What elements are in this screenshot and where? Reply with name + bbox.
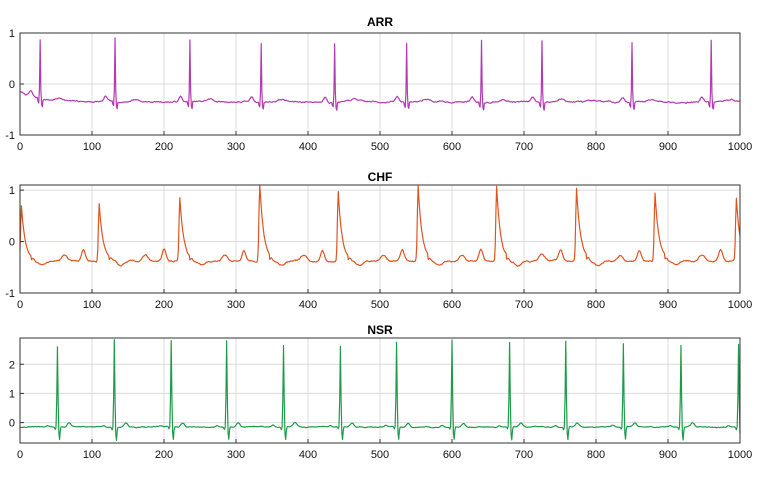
r-peak-point	[654, 191, 657, 194]
r-peak-point	[39, 42, 42, 45]
x-tick-label: 0	[17, 141, 23, 153]
x-tick-label: 700	[515, 299, 533, 311]
y-tick-label: 0	[9, 79, 15, 91]
x-tick-label: 1000	[728, 141, 752, 153]
x-tick-label: 300	[227, 141, 245, 153]
chart-title: ARR	[367, 15, 393, 29]
y-tick-label: 0	[9, 418, 15, 430]
x-tick-label: 200	[155, 449, 173, 461]
x-tick-label: 400	[299, 449, 317, 461]
r-peak-point	[480, 39, 483, 42]
chart-title: NSR	[367, 323, 393, 337]
x-tick-label: 800	[587, 449, 605, 461]
y-tick-label: -1	[5, 130, 15, 142]
chart-3: NSR 0 100 200 300 400 500 600 700 800 900 1000 0 1 2	[9, 323, 752, 461]
x-tick-label: 500	[371, 299, 389, 311]
r-peak-point	[541, 39, 544, 42]
r-peak-point	[114, 38, 117, 41]
r-peak-point	[170, 339, 173, 342]
x-tick-label: 700	[515, 141, 533, 153]
y-tick-label: -1	[5, 288, 15, 300]
r-peak-point	[575, 188, 578, 191]
x-tick-label: 800	[587, 141, 605, 153]
r-peak-point	[679, 344, 682, 347]
r-peak-point	[451, 339, 454, 342]
y-tick-label: 1	[9, 388, 15, 400]
chart-title: CHF	[368, 170, 393, 184]
x-tick-label: 200	[155, 299, 173, 311]
r-peak-point	[282, 344, 285, 347]
r-peak-point	[395, 341, 398, 344]
y-tick-label: 0	[9, 237, 15, 249]
r-peak-point	[178, 196, 181, 199]
r-peak-point	[225, 339, 228, 342]
r-peak-point	[56, 345, 59, 348]
r-peak-point	[337, 190, 340, 193]
x-tick-label: 1000	[728, 449, 752, 461]
r-peak-point	[405, 42, 408, 45]
r-peak-point	[622, 342, 625, 345]
r-peak-point	[98, 202, 101, 205]
x-tick-label: 900	[659, 449, 677, 461]
r-peak-point	[188, 39, 191, 42]
y-tick-label: 2	[9, 359, 15, 371]
x-tick-label: 0	[17, 299, 23, 311]
r-peak-point	[508, 341, 511, 344]
x-tick-label: 600	[443, 449, 461, 461]
y-tick-label: 1	[9, 185, 15, 197]
x-tick-label: 600	[443, 141, 461, 153]
r-peak-point	[564, 340, 567, 343]
r-peak-point	[710, 39, 713, 42]
x-tick-label: 300	[227, 449, 245, 461]
x-tick-label: 700	[515, 449, 533, 461]
x-tick-label: 400	[299, 141, 317, 153]
x-tick-label: 600	[443, 299, 461, 311]
x-tick-label: 0	[17, 449, 23, 461]
x-tick-label: 100	[83, 299, 101, 311]
x-tick-label: 900	[659, 141, 677, 153]
y-tick-label: 1	[9, 28, 15, 40]
r-peak-point	[333, 42, 336, 45]
r-peak-point	[735, 196, 738, 199]
x-tick-label: 100	[83, 141, 101, 153]
x-tick-label: 400	[299, 299, 317, 311]
x-tick-label: 1000	[728, 299, 752, 311]
ecg-signal-line	[19, 37, 741, 111]
x-tick-label: 900	[659, 299, 677, 311]
x-tick-label: 800	[587, 299, 605, 311]
x-tick-label: 100	[83, 449, 101, 461]
x-tick-label: 200	[155, 141, 173, 153]
ecg-signal-line	[19, 339, 741, 441]
ecg-signal-line	[19, 184, 741, 267]
r-peak-point	[631, 41, 634, 44]
x-tick-label: 500	[371, 449, 389, 461]
x-tick-label: 500	[371, 141, 389, 153]
r-peak-point	[260, 42, 263, 45]
r-peak-point	[339, 345, 342, 348]
x-tick-label: 300	[227, 299, 245, 311]
